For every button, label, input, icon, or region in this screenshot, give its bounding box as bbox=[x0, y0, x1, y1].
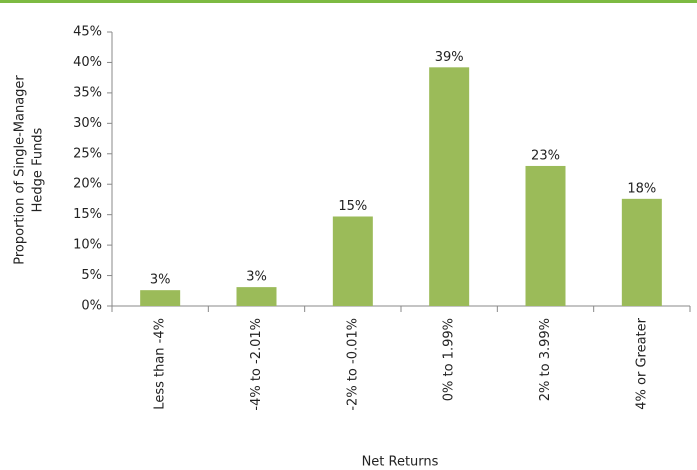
y-tick-label: 45% bbox=[73, 25, 102, 40]
data-label: 15% bbox=[338, 199, 367, 214]
x-tick-label: 0% to 1.99% bbox=[442, 318, 457, 401]
y-tick-label: 40% bbox=[73, 55, 102, 70]
bar bbox=[621, 198, 662, 306]
y-tick-label: 5% bbox=[81, 268, 102, 283]
bar bbox=[429, 67, 470, 306]
bar bbox=[525, 165, 566, 306]
x-tick-label: 2% to 3.99% bbox=[538, 318, 553, 401]
y-tick-label: 35% bbox=[73, 85, 102, 100]
data-label: 18% bbox=[627, 181, 656, 196]
bar bbox=[140, 290, 181, 306]
bar bbox=[332, 216, 373, 306]
data-label: 3% bbox=[150, 273, 171, 288]
data-label: 23% bbox=[531, 148, 560, 163]
x-axis-label: Net Returns bbox=[362, 455, 439, 470]
data-label: 39% bbox=[435, 50, 464, 65]
y-tick-label: 15% bbox=[73, 207, 102, 222]
y-tick-label: 10% bbox=[73, 238, 102, 253]
x-tick-label: 4% or Greater bbox=[634, 317, 649, 409]
y-tick-label: 20% bbox=[73, 177, 102, 192]
data-label: 3% bbox=[246, 270, 267, 285]
y-axis-label: Hedge Funds bbox=[31, 127, 46, 212]
x-tick-label: -2% to -0.01% bbox=[345, 318, 360, 411]
x-tick-label: -4% to -2.01% bbox=[249, 318, 264, 411]
y-axis-label: Proportion of Single-Manager bbox=[13, 75, 28, 265]
x-tick-label: Less than -4% bbox=[153, 318, 168, 410]
y-tick-label: 30% bbox=[73, 116, 102, 131]
bar bbox=[236, 287, 277, 306]
y-tick-label: 25% bbox=[73, 146, 102, 161]
top-rule bbox=[0, 0, 697, 3]
y-tick-label: 0% bbox=[81, 299, 102, 314]
